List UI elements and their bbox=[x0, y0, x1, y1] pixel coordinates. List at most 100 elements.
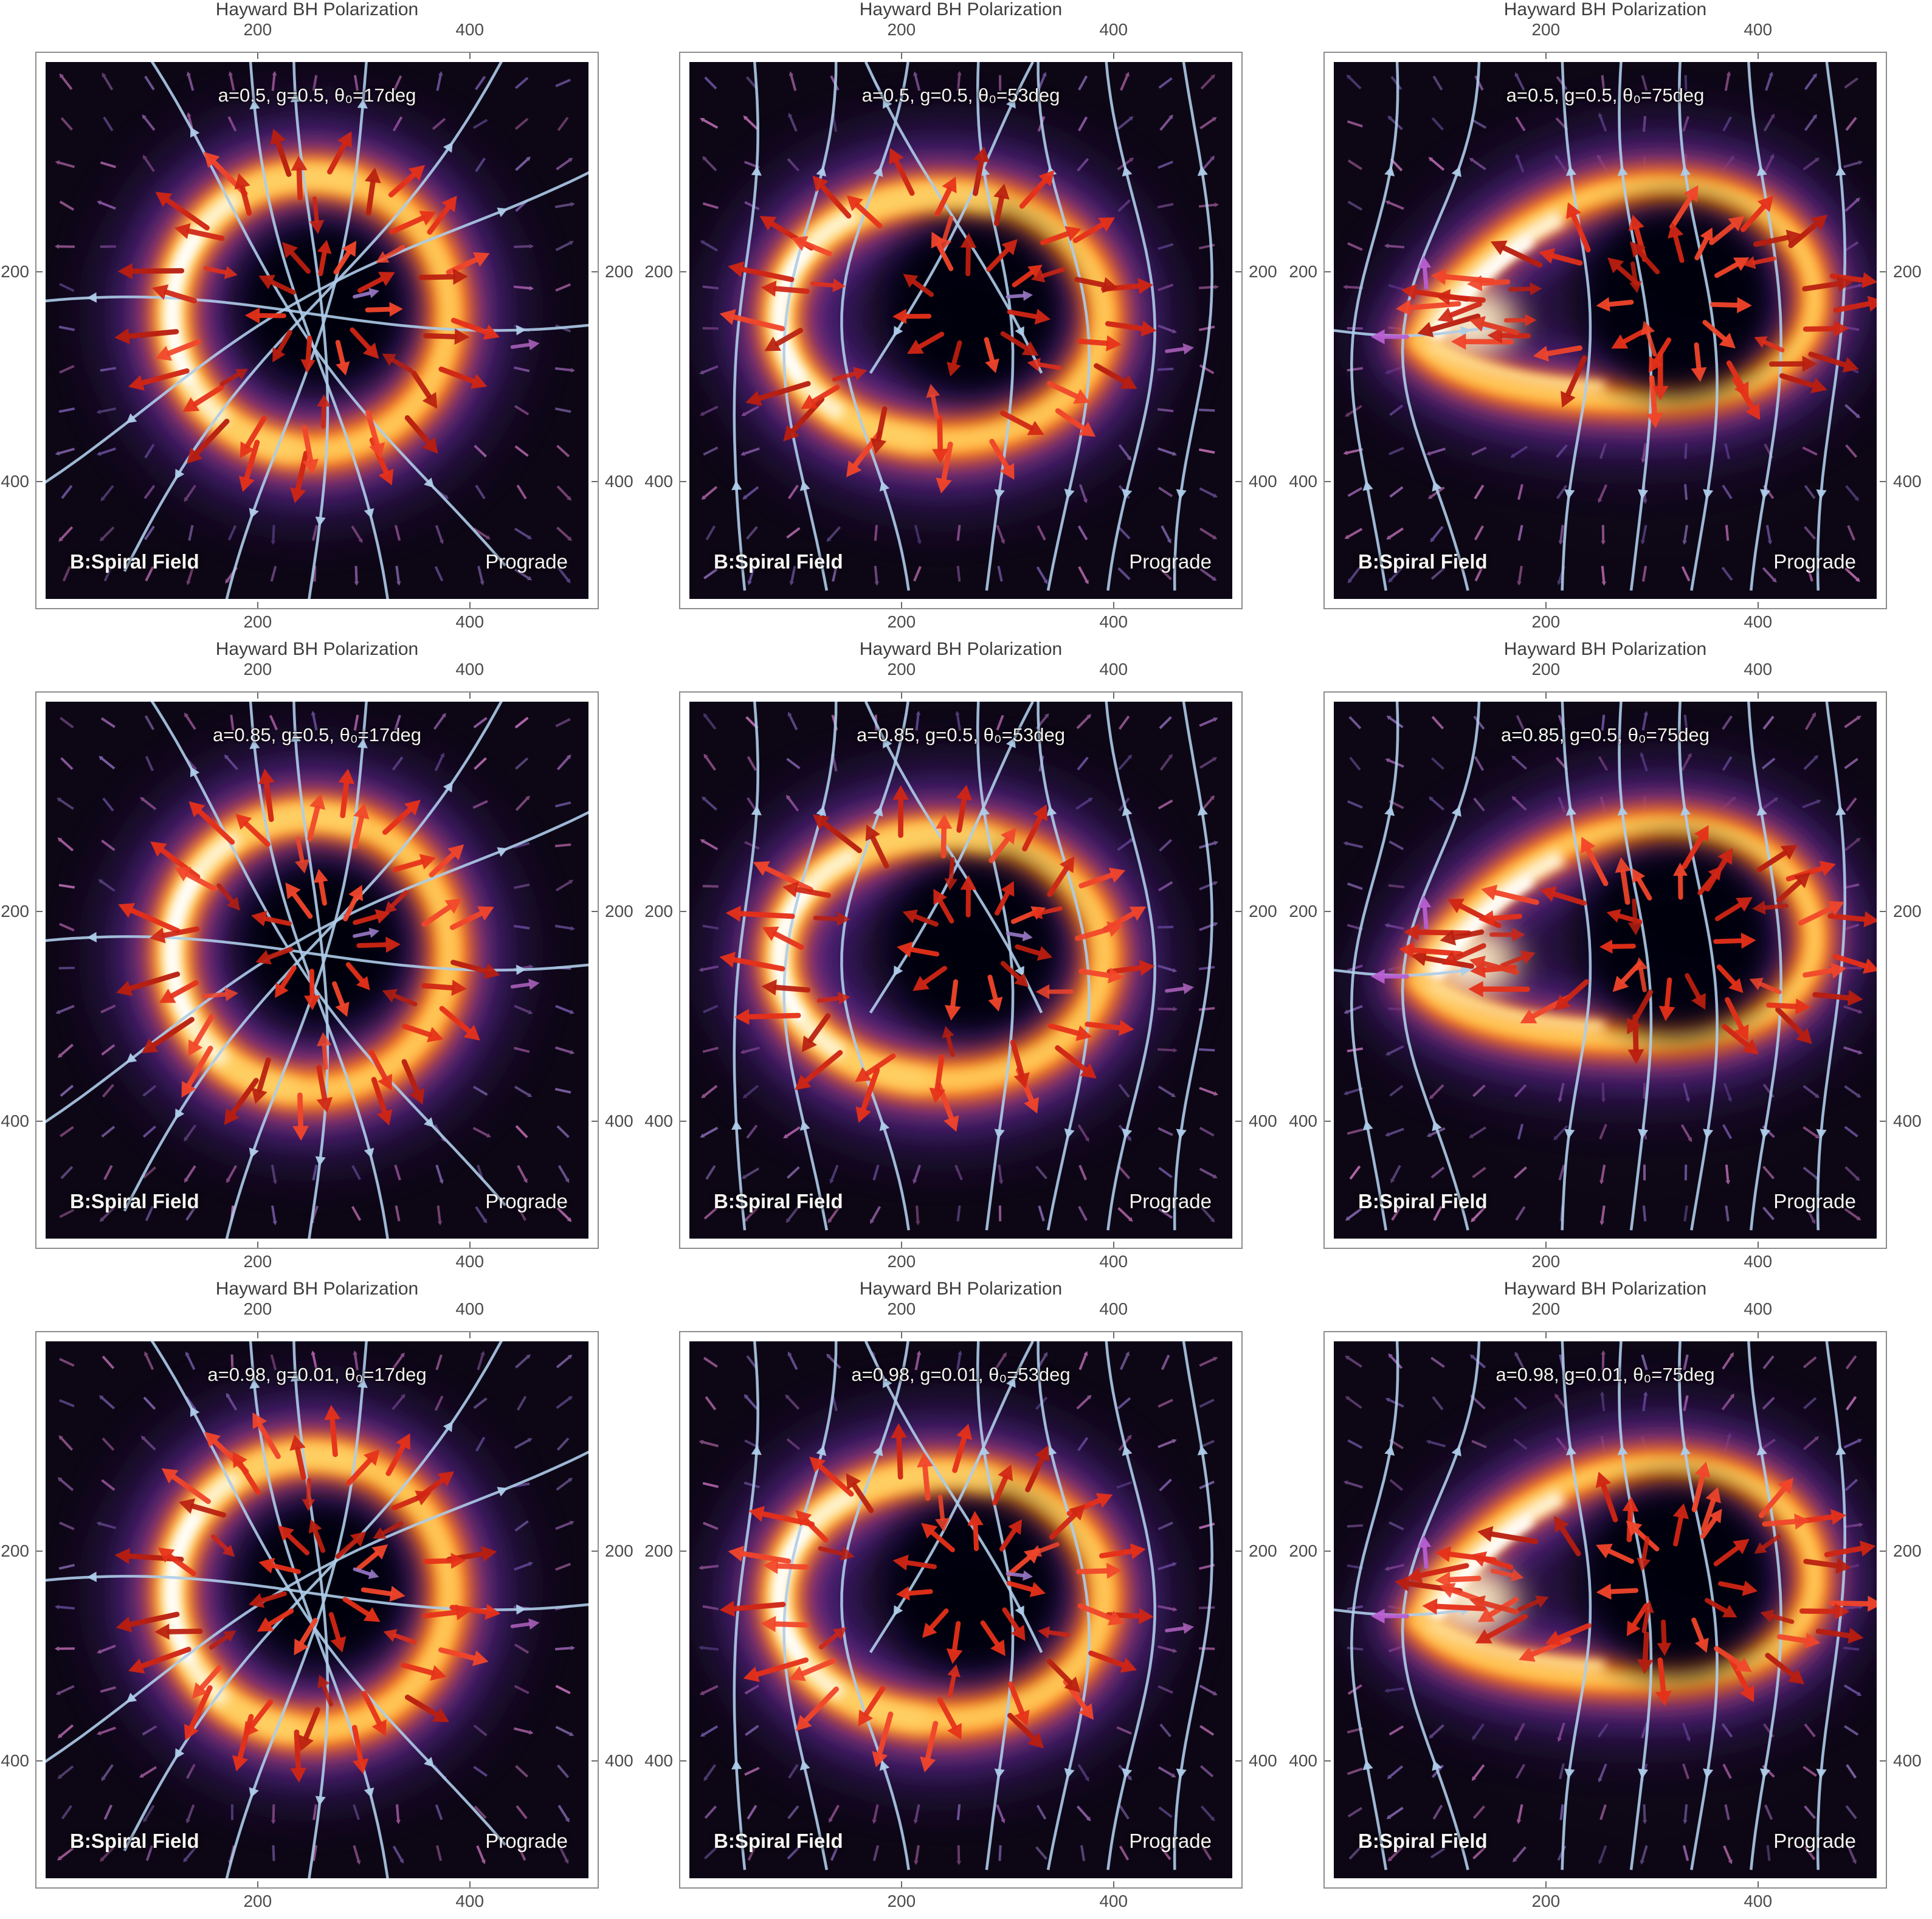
black-hole-image bbox=[46, 702, 588, 1239]
x-axis-bottom-tick-label: 200 bbox=[243, 612, 272, 631]
x-axis-bottom-tick-label: 400 bbox=[455, 1252, 485, 1271]
x-axis-top-tick-label: 400 bbox=[455, 20, 485, 39]
x-axis-top-tick-label: 200 bbox=[887, 20, 916, 39]
axis-tick-mark bbox=[680, 910, 686, 912]
axis-tick-mark bbox=[1545, 1332, 1547, 1338]
axis-tick-mark bbox=[1325, 1550, 1331, 1552]
axis-tick-mark bbox=[680, 271, 686, 272]
y-axis-left-tick-label: 200 bbox=[644, 901, 673, 921]
panel-r2c2: Hayward BH Polarization 200 400 200 400 200 40… bbox=[644, 640, 1288, 1279]
y-axis-right-tick-label: 400 bbox=[1893, 1111, 1922, 1130]
axis-tick-mark bbox=[1545, 1242, 1547, 1248]
y-axis-left-tick-label: 200 bbox=[1289, 1541, 1317, 1560]
parameter-annotation: a=0.85, g=0.5, θ₀=17deg bbox=[213, 724, 421, 745]
y-axis-left-tick-label: 400 bbox=[1289, 471, 1317, 491]
axis-tick-mark bbox=[680, 480, 686, 482]
x-axis-top-tick-label: 400 bbox=[1744, 20, 1773, 39]
axis-tick-mark bbox=[1235, 1120, 1241, 1122]
axis-tick-mark bbox=[36, 1550, 43, 1552]
field-type-label: B:Spiral Field bbox=[70, 1830, 199, 1852]
axis-tick-mark bbox=[680, 1120, 686, 1122]
orientation-label: Prograde bbox=[1773, 550, 1856, 573]
x-axis-top-tick-label: 200 bbox=[1531, 1299, 1561, 1318]
axis-tick-mark bbox=[257, 602, 258, 608]
black-hole-image bbox=[1334, 62, 1877, 599]
axis-tick-mark bbox=[900, 1881, 902, 1887]
axis-tick-mark bbox=[592, 1760, 598, 1762]
x-axis-bottom-tick-label: 200 bbox=[1531, 612, 1561, 631]
x-axis-top-tick-label: 400 bbox=[1744, 660, 1773, 679]
x-axis-bottom-tick-label: 400 bbox=[1744, 1892, 1773, 1910]
panel-r3c1: Hayward BH Polarization 200 400 200 400 200 40… bbox=[0, 1279, 644, 1919]
plot-frame: a=0.98, g=0.01, θ₀=17deg B:Spiral Field Pr… bbox=[35, 1331, 599, 1889]
corner-labels: B:Spiral Field Prograde bbox=[689, 550, 1232, 575]
plot-frame: a=0.85, g=0.5, θ₀=53deg B:Spiral Field Pro… bbox=[679, 691, 1243, 1249]
field-type-label: B:Spiral Field bbox=[1358, 550, 1488, 573]
parameter-annotation: a=0.5, g=0.5, θ₀=17deg bbox=[218, 85, 416, 106]
axis-tick-mark bbox=[469, 1242, 471, 1248]
x-axis-top-tick-label: 400 bbox=[455, 1299, 485, 1318]
axis-tick-mark bbox=[1325, 480, 1331, 482]
black-hole-image bbox=[46, 62, 588, 599]
axis-tick-mark bbox=[1545, 602, 1547, 608]
field-type-label: B:Spiral Field bbox=[1358, 1830, 1488, 1852]
black-hole-image bbox=[689, 702, 1232, 1239]
axis-tick-mark bbox=[1235, 480, 1241, 482]
orientation-label: Prograde bbox=[485, 550, 568, 573]
axis-tick-mark bbox=[900, 602, 902, 608]
x-axis-top-tick-label: 200 bbox=[243, 1299, 272, 1318]
axis-tick-mark bbox=[1325, 1120, 1331, 1122]
corner-labels: B:Spiral Field Prograde bbox=[689, 1830, 1232, 1854]
axis-tick-mark bbox=[36, 1760, 43, 1762]
black-hole-image bbox=[1334, 702, 1877, 1239]
axis-tick-mark bbox=[257, 1242, 258, 1248]
plot-frame: a=0.5, g=0.5, θ₀=53deg B:Spiral Field Prog… bbox=[679, 52, 1243, 609]
axis-tick-mark bbox=[1880, 1760, 1886, 1762]
axis-tick-mark bbox=[469, 1881, 471, 1887]
x-axis-top-tick-label: 200 bbox=[1531, 20, 1561, 39]
y-axis-left-tick-label: 400 bbox=[1, 1111, 29, 1130]
parameter-annotation: a=0.85, g=0.5, θ₀=53deg bbox=[857, 724, 1065, 745]
panel-r1c1: Hayward BH Polarization 200 400 200 400 200 40… bbox=[0, 0, 644, 640]
orientation-label: Prograde bbox=[1129, 1830, 1212, 1852]
x-axis-bottom-tick-label: 200 bbox=[1531, 1892, 1561, 1910]
plot-frame: a=0.5, g=0.5, θ₀=75deg B:Spiral Field Prog… bbox=[1323, 52, 1887, 609]
axis-tick-mark bbox=[1757, 1332, 1759, 1338]
black-hole-image bbox=[689, 62, 1232, 599]
y-axis-right-tick-label: 400 bbox=[1249, 1751, 1277, 1770]
panel-r3c3: Hayward BH Polarization 200 400 200 400 200 40… bbox=[1288, 1279, 1932, 1919]
y-axis-left-tick-label: 200 bbox=[1, 901, 29, 921]
field-type-label: B:Spiral Field bbox=[70, 550, 199, 573]
orientation-label: Prograde bbox=[1129, 1190, 1212, 1212]
axis-tick-mark bbox=[900, 693, 902, 699]
axis-tick-mark bbox=[1113, 53, 1114, 59]
panel-r2c1: Hayward BH Polarization 200 400 200 400 200 40… bbox=[0, 640, 644, 1279]
axis-tick-mark bbox=[1235, 1760, 1241, 1762]
field-type-label: B:Spiral Field bbox=[1358, 1190, 1488, 1212]
x-axis-bottom-tick-label: 400 bbox=[1099, 1252, 1128, 1271]
axis-tick-mark bbox=[1545, 53, 1547, 59]
y-axis-right-tick-label: 200 bbox=[605, 901, 633, 921]
y-axis-left-tick-label: 200 bbox=[1289, 901, 1317, 921]
y-axis-left-tick-label: 400 bbox=[644, 1751, 673, 1770]
axis-tick-mark bbox=[257, 1881, 258, 1887]
axis-tick-mark bbox=[900, 53, 902, 59]
y-axis-right-tick-label: 400 bbox=[605, 1111, 633, 1130]
axis-tick-mark bbox=[1545, 1881, 1547, 1887]
panel-title: Hayward BH Polarization bbox=[215, 0, 419, 19]
orientation-label: Prograde bbox=[485, 1830, 568, 1852]
y-axis-right-tick-label: 200 bbox=[605, 1541, 633, 1560]
panel-title: Hayward BH Polarization bbox=[859, 1279, 1063, 1299]
x-axis-top-tick-label: 200 bbox=[243, 660, 272, 679]
field-type-label: B:Spiral Field bbox=[70, 1190, 199, 1212]
x-axis-top-tick-label: 400 bbox=[1099, 20, 1128, 39]
panel-title: Hayward BH Polarization bbox=[215, 1279, 419, 1299]
panel-r3c2: Hayward BH Polarization 200 400 200 400 200 40… bbox=[644, 1279, 1288, 1919]
x-axis-bottom-tick-label: 200 bbox=[887, 1892, 916, 1910]
y-axis-left-tick-label: 200 bbox=[1, 261, 29, 281]
black-hole-image bbox=[689, 1341, 1232, 1878]
x-axis-top-tick-label: 400 bbox=[455, 660, 485, 679]
plot-frame: a=0.5, g=0.5, θ₀=17deg B:Spiral Field Prog… bbox=[35, 52, 599, 609]
axis-tick-mark bbox=[592, 910, 598, 912]
